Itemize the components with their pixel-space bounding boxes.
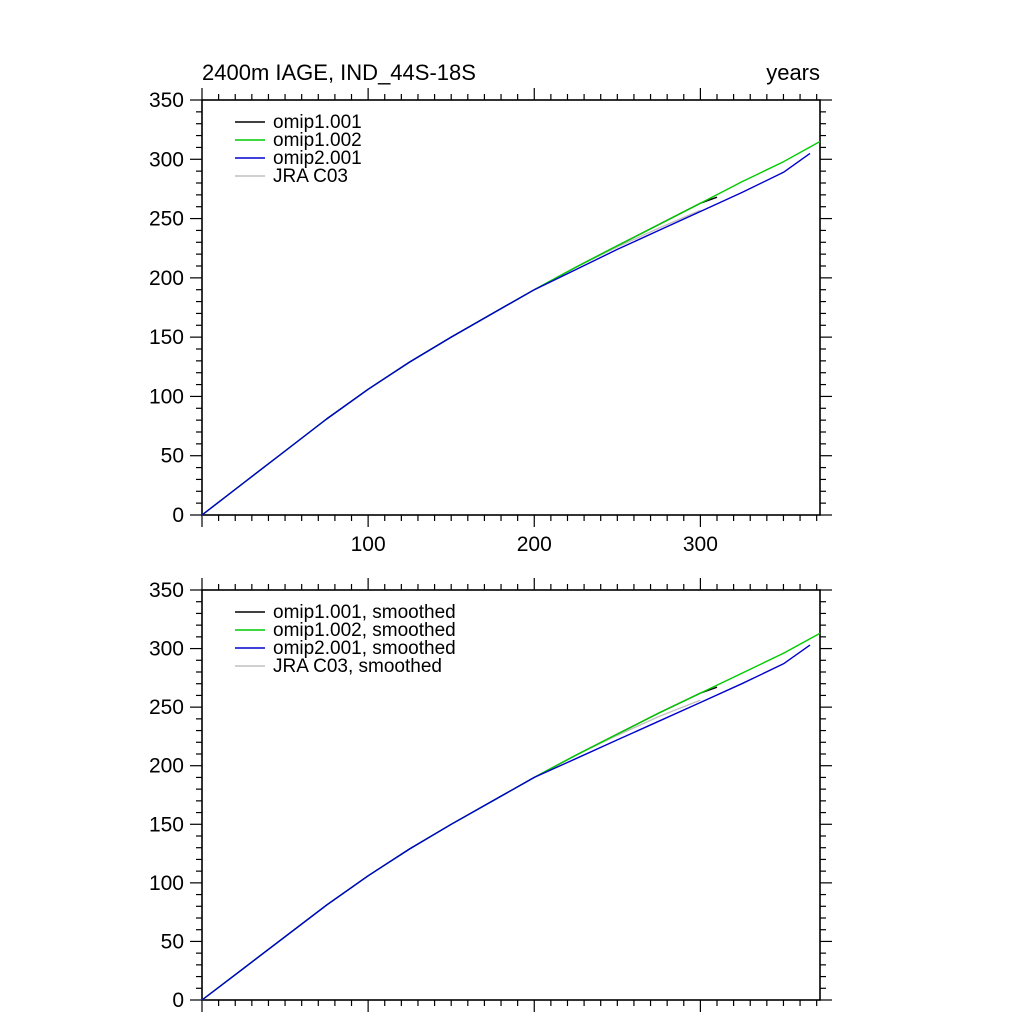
x-tick-label: 200	[517, 533, 552, 556]
series-omip1-002-smoothed	[201, 632, 821, 1001]
x-tick-label: 300	[683, 533, 718, 556]
y-tick-label: 250	[149, 696, 184, 719]
y-tick-label: 300	[149, 148, 184, 171]
y-tick-label: 0	[172, 504, 184, 527]
y-tick-label: 250	[149, 208, 184, 231]
bottom-chart: 0 50 100 150 200 250 300 350 omip1.001, smoothed…	[149, 578, 832, 1012]
y-tick-label: 300	[149, 638, 184, 661]
chart-title: 2400m IAGE, IND_44S-18S	[202, 60, 476, 85]
plot-frame	[201, 589, 821, 1001]
legend-label: omip1.001, smoothed	[273, 602, 456, 623]
legend-label: omip1.002	[273, 130, 362, 151]
legend-label: JRA C03	[273, 166, 348, 187]
series-omip1-001-smoothed	[201, 686, 718, 1001]
series-omip1-002	[201, 140, 821, 516]
series-jra-c03-smoothed	[201, 699, 701, 1001]
y-tick-label: 50	[161, 930, 184, 953]
units-label: years	[766, 60, 820, 85]
y-tick-label: 200	[149, 267, 184, 290]
legend-label: JRA C03, smoothed	[273, 656, 442, 677]
y-tick-label: 150	[149, 813, 184, 836]
series-jra-c03	[201, 209, 701, 516]
series-omip1-001	[201, 196, 718, 516]
y-tick-label: 100	[149, 385, 184, 408]
x-tick-label: 100	[351, 533, 386, 556]
y-tick-label: 200	[149, 755, 184, 778]
series-omip2-001-smoothed	[201, 644, 811, 1001]
legend-label: omip1.002, smoothed	[273, 620, 456, 641]
y-tick-label: 50	[161, 445, 184, 468]
y-tick-label: 350	[149, 579, 184, 602]
legend-label: omip2.001	[273, 148, 362, 169]
series-omip2-001	[201, 152, 811, 516]
y-tick-label: 150	[149, 326, 184, 349]
y-tick-label: 0	[172, 989, 184, 1012]
plot-frame	[201, 99, 821, 516]
legend-label: omip2.001, smoothed	[273, 638, 456, 659]
y-tick-label: 100	[149, 872, 184, 895]
legend-label: omip1.001	[273, 112, 362, 133]
y-tick-label: 350	[149, 89, 184, 112]
